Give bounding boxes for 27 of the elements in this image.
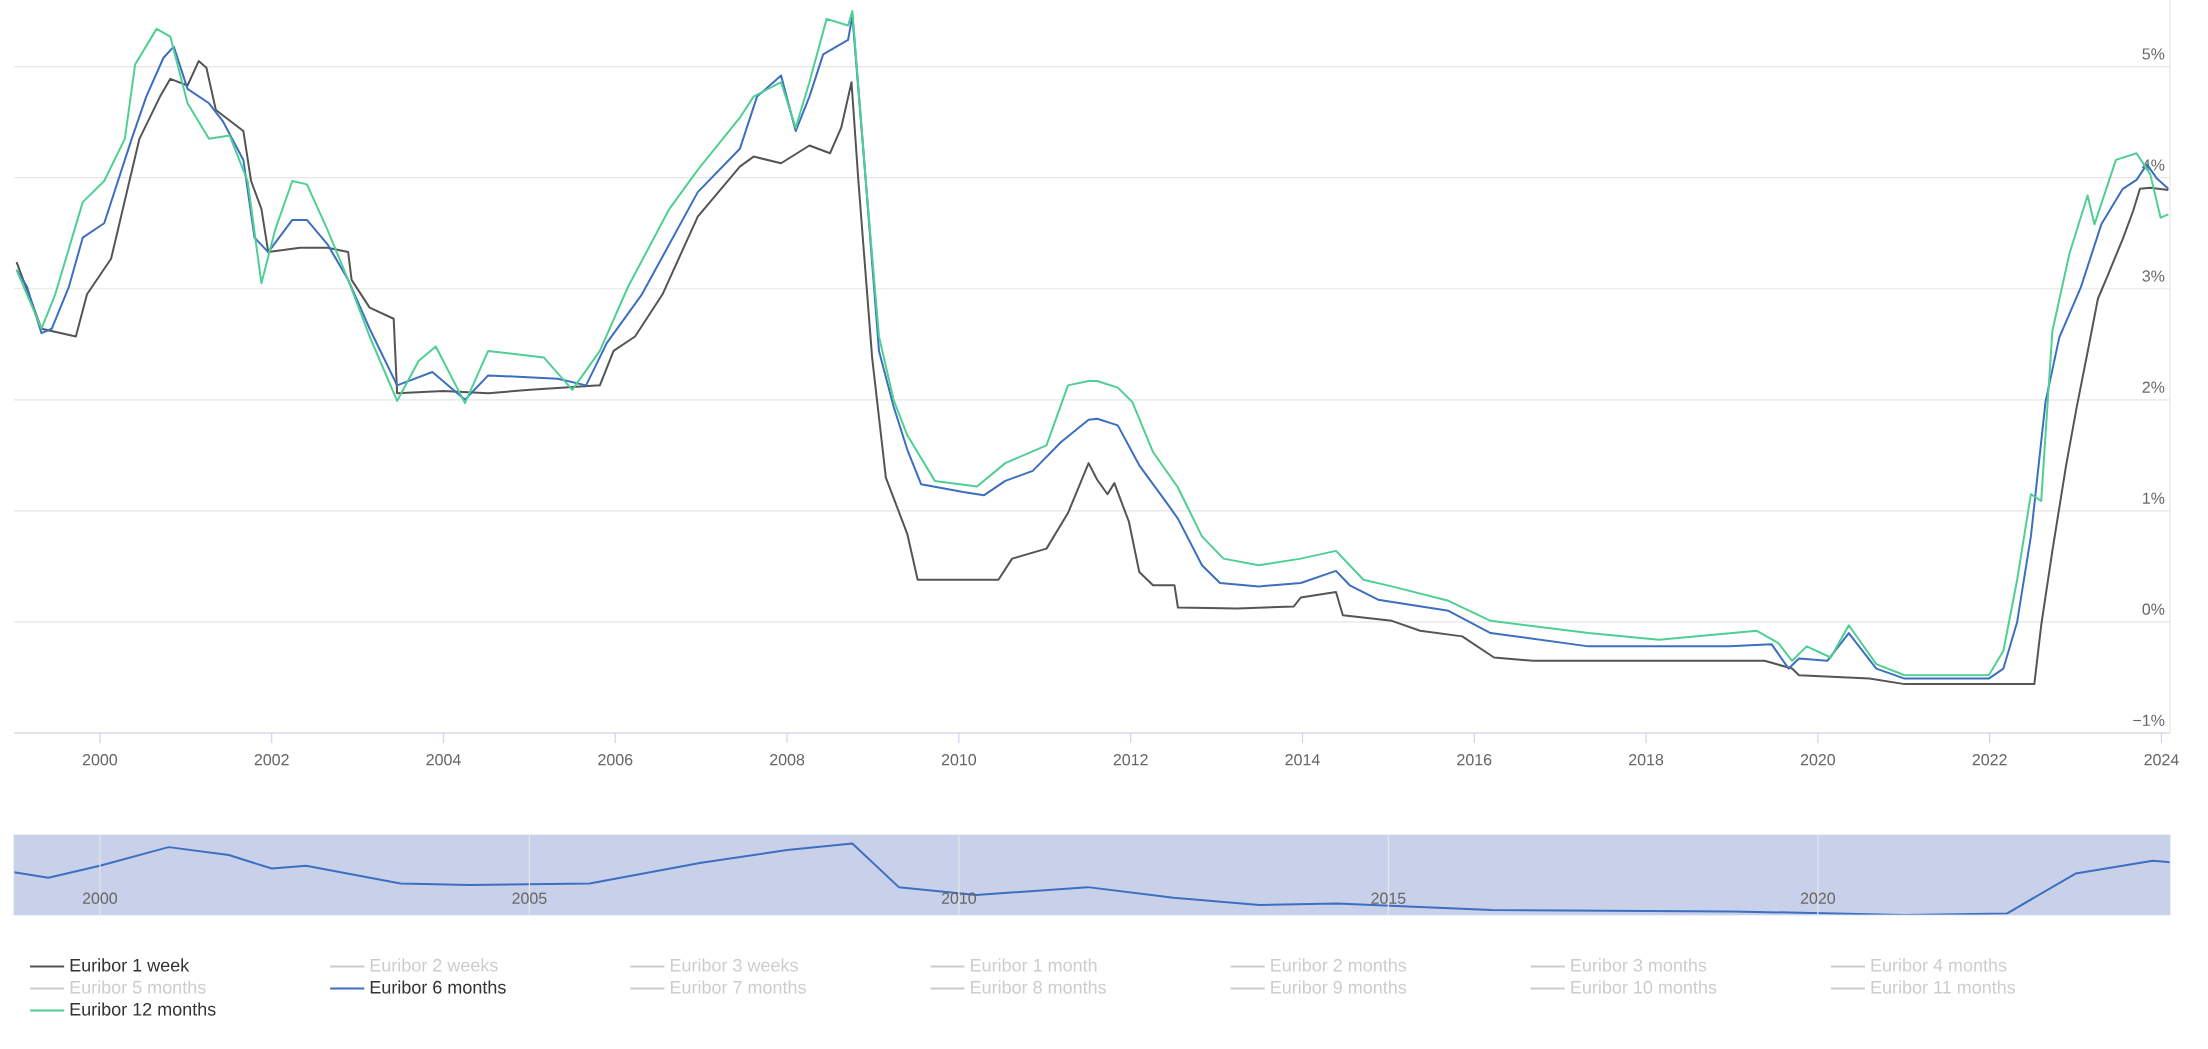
legend-label: Euribor 1 week [70, 958, 190, 972]
x-tick-label: 2010 [941, 754, 977, 766]
x-tick-label: 2012 [1113, 754, 1148, 766]
y-tick-label: 5% [2142, 48, 2165, 60]
x-tick-label: 2006 [598, 754, 633, 766]
y-tick-label: 0% [2142, 603, 2165, 615]
x-tick-label: 2008 [770, 754, 805, 766]
x-tick-label: 2004 [426, 754, 461, 766]
x-tick-label: 2014 [1285, 754, 1320, 766]
x-tick-label: 2015 [1371, 892, 1406, 904]
x-tick-label: 2005 [512, 892, 547, 904]
x-tick-label: 2000 [82, 892, 118, 904]
x-tick-label: 2022 [1972, 754, 2007, 766]
x-tick-label: 2020 [1800, 754, 1836, 766]
x-tick-label: 2016 [1457, 754, 1492, 766]
x-tick-label: 2010 [941, 892, 977, 904]
x-tick-label: 2024 [2144, 754, 2179, 766]
x-tick-label: 2018 [1629, 754, 1664, 766]
y-tick-label: 1% [2143, 492, 2165, 504]
y-tick-label: 3% [2142, 270, 2165, 282]
y-tick-label: 2% [2142, 381, 2165, 393]
x-tick-label: 2000 [82, 754, 118, 766]
x-tick-label: 2002 [254, 754, 289, 766]
y-tick-label: −1% [2133, 714, 2165, 726]
legend-label: Euribor 12 months [70, 1002, 216, 1016]
legend-label: Euribor 6 months [370, 980, 506, 994]
x-tick-label: 2020 [1800, 892, 1836, 904]
